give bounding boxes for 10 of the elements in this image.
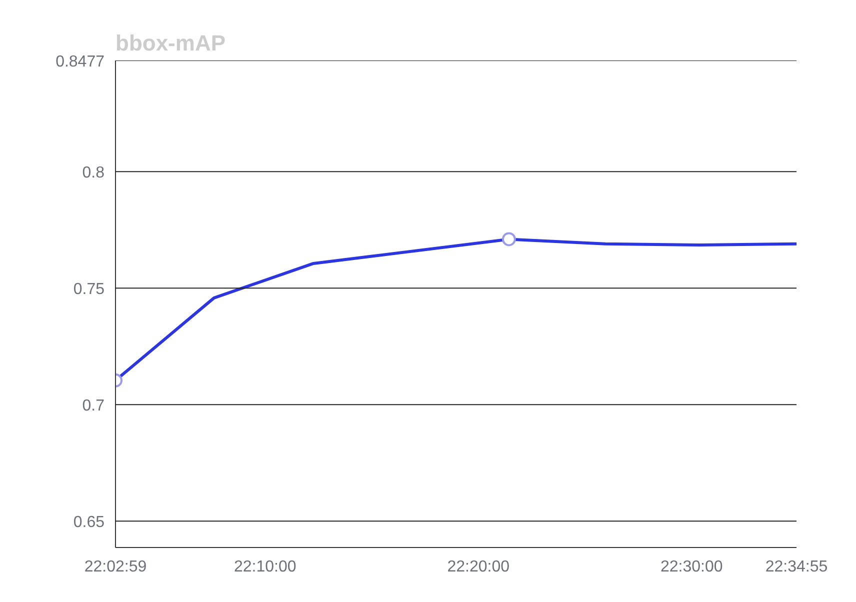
x-tick-label: 22:34:55 bbox=[765, 558, 828, 576]
y-tick-label: 0.75 bbox=[73, 281, 105, 298]
y-tick-label: 0.8 bbox=[82, 164, 105, 182]
x-tick-label: 22:30:00 bbox=[660, 558, 723, 576]
x-tick-label: 22:20:00 bbox=[447, 558, 510, 576]
y-tick-label: 0.7 bbox=[82, 398, 105, 415]
x-tick-label: 22:02:59 bbox=[84, 558, 147, 576]
y-tick-label: 0.65 bbox=[73, 514, 105, 532]
y-tick-label: 0.8477 bbox=[56, 54, 105, 70]
x-tick-label: 22:10:00 bbox=[234, 558, 296, 576]
